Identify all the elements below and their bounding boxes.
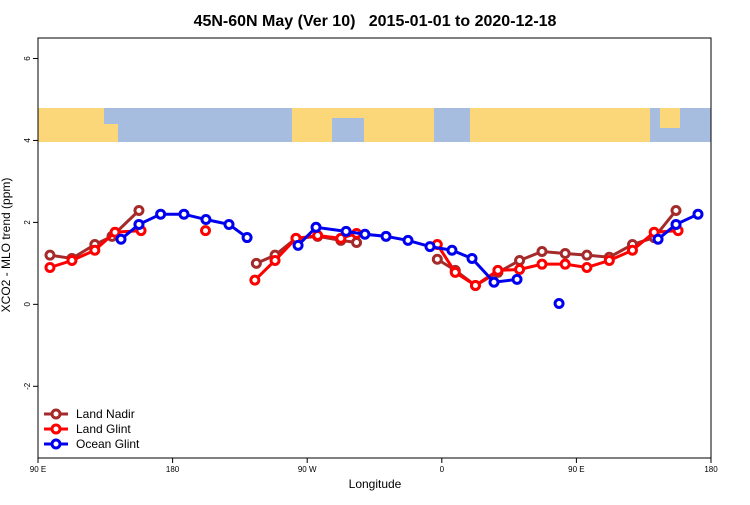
legend-marker [50,438,62,450]
data-point [446,244,458,256]
series-line [436,209,678,288]
data-point [155,208,167,220]
plot-frame [37,37,712,459]
data-point [200,225,212,237]
data-point [109,226,121,238]
data-point [312,230,324,242]
y-tick-label: 4 [23,138,32,143]
x-tick-label: 0 [440,465,445,474]
data-point [424,241,436,253]
data-point [466,252,478,264]
land [470,108,650,142]
data-point [692,208,704,220]
data-point [310,221,322,233]
data-point [559,248,571,260]
data-point [115,233,127,245]
data-point [178,208,190,220]
data-point [670,205,682,217]
legend-label: Land Glint [76,422,131,436]
data-point [469,279,481,291]
data-point [536,245,548,257]
land [292,108,332,142]
data-point [492,264,504,276]
data-point [249,274,261,286]
data-point [269,254,281,266]
land [660,108,680,128]
data-point [402,234,414,246]
data-point [553,298,565,310]
data-point [511,273,523,285]
legend-label: Land Nadir [76,407,135,421]
y-tick-label: 2 [23,220,32,225]
land [332,108,364,118]
data-point [340,225,352,237]
x-axis-label: Longitude [349,477,402,491]
data-point [250,257,262,269]
legend-marker [50,423,62,435]
data-point [241,232,253,244]
data-point [670,218,682,230]
data-point [44,261,56,273]
data-point [581,249,593,261]
data-point [223,218,235,230]
data-point [133,205,145,217]
x-tick-label: 90 E [568,465,584,474]
y-tick-label: 6 [23,56,32,61]
y-tick-label: 0 [23,302,32,307]
land [38,108,104,142]
x-tick-label: 180 [166,465,180,474]
data-point [559,258,571,270]
land [104,124,118,142]
data-point [200,214,212,226]
data-point [449,266,461,278]
legend-marker [50,408,62,420]
data-point [380,230,392,242]
data-point [89,244,101,256]
x-tick-label: 90 E [30,465,46,474]
y-tick-label: -2 [23,382,32,390]
map-strip [38,108,711,142]
data-point [514,264,526,276]
data-point [431,253,443,265]
legend-label: Ocean Glint [76,437,140,451]
data-point [292,239,304,251]
data-point [335,232,347,244]
data-point [514,254,526,266]
data-point [66,254,78,266]
land [364,108,434,142]
data-point [359,228,371,240]
data-point [44,249,56,261]
y-axis-label: XCO2 - MLO trend (ppm) [0,178,13,313]
data-point [603,254,615,266]
x-tick-label: 180 [704,465,718,474]
data-point [133,218,145,230]
data-point [626,244,638,256]
data-point [488,276,500,288]
data-point [581,261,593,273]
chart-title: 45N-60N May (Ver 10) 2015-01-01 to 2020-… [194,13,557,30]
x-tick-label: 90 W [298,465,317,474]
data-point [536,258,548,270]
data-point [351,236,363,248]
data-point [652,233,664,245]
